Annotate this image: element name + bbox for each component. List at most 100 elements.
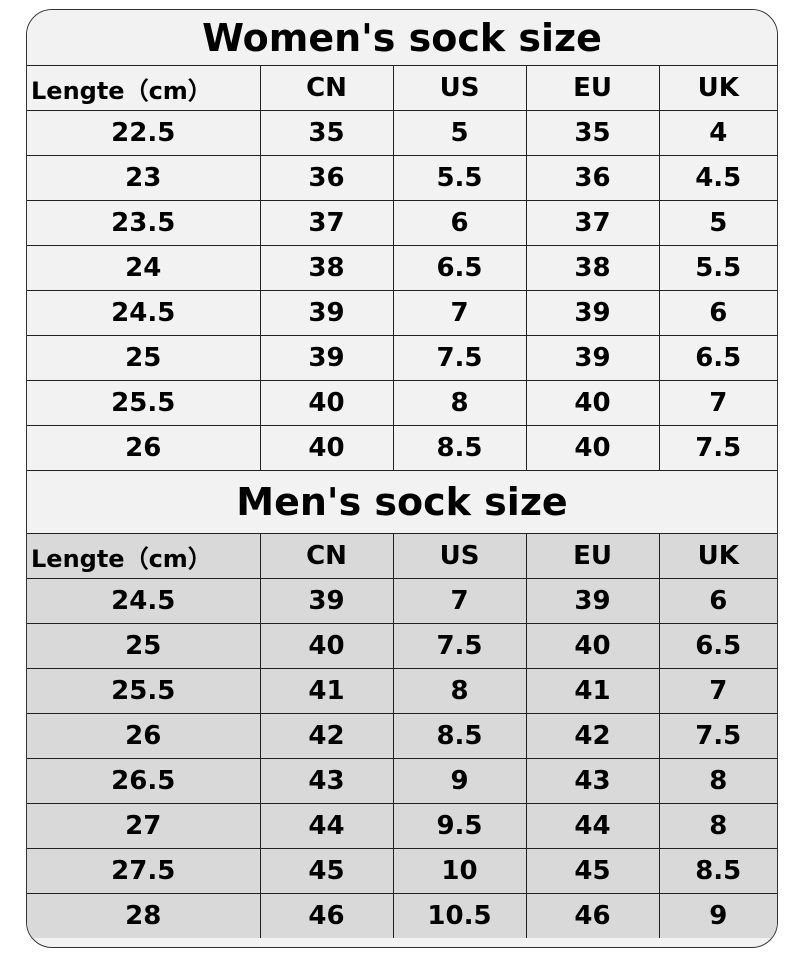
table-cell: 39 xyxy=(259,578,394,624)
table-row: 25 40 7.5 40 6.5 xyxy=(27,623,777,669)
table-cell: 28 xyxy=(27,893,261,938)
table-cell: 36 xyxy=(259,155,394,201)
men-size-table: Men's sock size Lengte（cm） CN US EU UK 24.5 39 7… xyxy=(27,471,777,938)
table-cell: 26 xyxy=(27,713,261,759)
table-cell: 41 xyxy=(525,668,660,714)
table-row: 26.5 43 9 43 8 xyxy=(27,758,777,804)
table-cell: 25 xyxy=(27,335,261,381)
table-cell: 6.5 xyxy=(658,335,777,381)
table-cell: 43 xyxy=(525,758,660,804)
table-cell: 40 xyxy=(525,623,660,669)
table-cell: 38 xyxy=(259,245,394,291)
table-cell: 46 xyxy=(259,893,394,938)
table-cell: 44 xyxy=(259,803,394,849)
table-cell: 40 xyxy=(525,425,660,471)
column-header: CN xyxy=(259,533,394,579)
table-cell: 35 xyxy=(525,110,660,156)
table-row: 26 40 8.5 40 7.5 xyxy=(27,425,777,471)
table-cell: 45 xyxy=(259,848,394,894)
table-row: 23.5 37 6 37 5 xyxy=(27,200,777,246)
column-header: EU xyxy=(525,65,660,111)
table-cell: 40 xyxy=(259,623,394,669)
table-cell: 7 xyxy=(392,578,527,624)
table-cell: 25.5 xyxy=(27,668,261,714)
table-cell: 7.5 xyxy=(392,335,527,381)
column-header: EU xyxy=(525,533,660,579)
table-cell: 6.5 xyxy=(658,623,777,669)
table-cell: 9 xyxy=(392,758,527,804)
table-row: 25.5 41 8 41 7 xyxy=(27,668,777,714)
table-cell: 5 xyxy=(392,110,527,156)
column-header: US xyxy=(392,65,527,111)
table-cell: 6 xyxy=(658,578,777,624)
table-cell: 8.5 xyxy=(392,713,527,759)
table-row: 27.5 45 10 45 8.5 xyxy=(27,848,777,894)
table-cell: 42 xyxy=(259,713,394,759)
table-cell: 7 xyxy=(658,668,777,714)
table-cell: 24.5 xyxy=(27,290,261,336)
table-cell: 39 xyxy=(259,290,394,336)
table-cell: 27 xyxy=(27,803,261,849)
table-row: 27 44 9.5 44 8 xyxy=(27,803,777,849)
table-cell: 26 xyxy=(27,425,261,471)
table-cell: 9 xyxy=(658,893,777,938)
table-row: 28 46 10.5 46 9 xyxy=(27,893,777,938)
table-cell: 45 xyxy=(525,848,660,894)
table-cell: 39 xyxy=(259,335,394,381)
size-chart-card: Women's sock size Lengte（cm） CN US EU UK 22.5 3… xyxy=(26,9,778,948)
table-cell: 44 xyxy=(525,803,660,849)
table-cell: 8 xyxy=(392,668,527,714)
table-cell: 6 xyxy=(658,290,777,336)
table-row: 23 36 5.5 36 4.5 xyxy=(27,155,777,201)
table-cell: 10 xyxy=(392,848,527,894)
table-cell: 6 xyxy=(392,200,527,246)
table-cell: 7 xyxy=(658,380,777,426)
table-row: 22.5 35 5 35 4 xyxy=(27,110,777,156)
table-cell: 39 xyxy=(525,578,660,624)
table-cell: 4 xyxy=(658,110,777,156)
table-cell: 7.5 xyxy=(658,425,777,471)
table-row: 25.5 40 8 40 7 xyxy=(27,380,777,426)
table-cell: 25 xyxy=(27,623,261,669)
table-cell: 22.5 xyxy=(27,110,261,156)
table-row: 26 42 8.5 42 7.5 xyxy=(27,713,777,759)
title-row: Women's sock size xyxy=(27,10,777,66)
table-cell: 9.5 xyxy=(392,803,527,849)
table-cell: 23 xyxy=(27,155,261,201)
table-cell: 43 xyxy=(259,758,394,804)
table-cell: 36 xyxy=(525,155,660,201)
table-cell: 25.5 xyxy=(27,380,261,426)
table-cell: 5.5 xyxy=(658,245,777,291)
column-header: Lengte（cm） xyxy=(27,65,261,111)
table-cell: 8 xyxy=(658,803,777,849)
table-row: 25 39 7.5 39 6.5 xyxy=(27,335,777,381)
table-cell: 39 xyxy=(525,290,660,336)
table-row: 24.5 39 7 39 6 xyxy=(27,578,777,624)
table-cell: 39 xyxy=(525,335,660,381)
table-row: 24 38 6.5 38 5.5 xyxy=(27,245,777,291)
table-cell: 23.5 xyxy=(27,200,261,246)
table-cell: 6.5 xyxy=(392,245,527,291)
table-cell: 8.5 xyxy=(392,425,527,471)
table-cell: 35 xyxy=(259,110,394,156)
table-cell: 7.5 xyxy=(392,623,527,669)
table-cell: 37 xyxy=(259,200,394,246)
table-cell: 5 xyxy=(658,200,777,246)
header-row: Lengte（cm） CN US EU UK xyxy=(27,533,777,579)
table-cell: 38 xyxy=(525,245,660,291)
table-cell: 7 xyxy=(392,290,527,336)
table-cell: 10.5 xyxy=(392,893,527,938)
table-cell: 26.5 xyxy=(27,758,261,804)
women-title: Women's sock size xyxy=(27,10,777,66)
table-cell: 7.5 xyxy=(658,713,777,759)
women-size-table: Women's sock size Lengte（cm） CN US EU UK 22.5 3… xyxy=(27,10,777,471)
column-header: UK xyxy=(658,65,777,111)
table-cell: 46 xyxy=(525,893,660,938)
table-cell: 27.5 xyxy=(27,848,261,894)
column-header: Lengte（cm） xyxy=(27,533,261,579)
men-title: Men's sock size xyxy=(27,471,777,534)
table-row: 24.5 39 7 39 6 xyxy=(27,290,777,336)
table-cell: 42 xyxy=(525,713,660,759)
header-row: Lengte（cm） CN US EU UK xyxy=(27,65,777,111)
table-cell: 5.5 xyxy=(392,155,527,201)
